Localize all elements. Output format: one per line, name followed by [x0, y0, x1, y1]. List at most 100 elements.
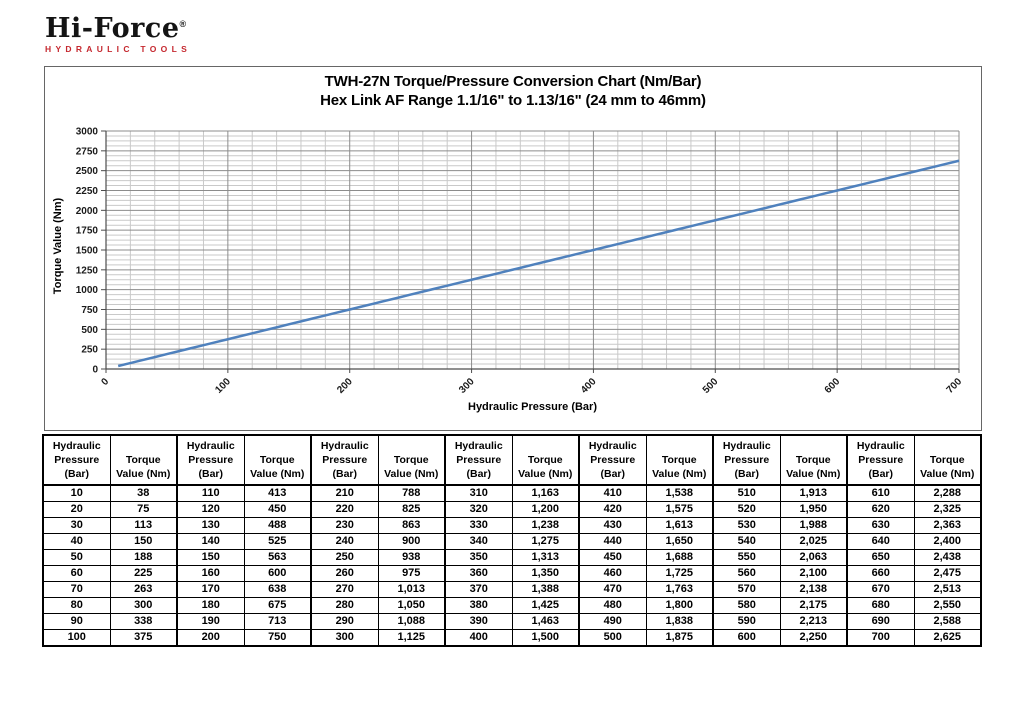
pressure-header-cell: Hydraulic Pressure (Bar) [42, 434, 111, 486]
table-row: 70 263 170 638 270 1,013 370 1,388 470 1,763 570 2,… [42, 581, 982, 598]
torque-cell: 1,425 [511, 597, 580, 614]
table-row: 60 225 160 600 260 975 360 1,350 460 1,725 560 2,10… [42, 565, 982, 582]
pressure-cell: 500 [578, 629, 647, 647]
pressure-cell: 220 [310, 501, 379, 518]
series-line [117, 159, 960, 368]
pressure-cell: 620 [846, 501, 915, 518]
major-gridlines [105, 130, 960, 370]
torque-header-cell: Torque Value (Nm) [511, 434, 580, 486]
x-axis-title: Hydraulic Pressure (Bar) [468, 401, 597, 413]
torque-cell: 1,463 [511, 613, 580, 630]
table-header: Hydraulic Pressure (Bar) Torque Value (Nm) Hy… [42, 434, 982, 486]
torque-cell: 2,325 [913, 501, 982, 518]
pressure-cell: 460 [578, 565, 647, 582]
pressure-cell: 130 [176, 517, 245, 534]
torque-cell: 2,625 [913, 629, 982, 647]
torque-header-cell: Torque Value (Nm) [913, 434, 982, 486]
torque-cell: 113 [109, 517, 178, 534]
pressure-cell: 50 [42, 549, 111, 566]
torque-cell: 450 [243, 501, 312, 518]
chart-panel: 0 100 200 300 400 500 600 700 0 250 500 750 1000 1250… [44, 66, 982, 431]
torque-cell: 750 [243, 629, 312, 647]
torque-cell: 525 [243, 533, 312, 550]
torque-header-cell: Torque Value (Nm) [779, 434, 848, 486]
svg-text:250: 250 [81, 345, 98, 356]
torque-cell: 2,550 [913, 597, 982, 614]
torque-cell: 2,250 [779, 629, 848, 647]
torque-cell: 2,100 [779, 565, 848, 582]
pressure-cell: 250 [310, 549, 379, 566]
chart-title: TWH-27N Torque/Pressure Conversion Chart… [324, 73, 702, 90]
torque-cell: 1,238 [511, 517, 580, 534]
torque-cell: 1,725 [645, 565, 714, 582]
conversion-table: Hydraulic Pressure (Bar) Torque Value (Nm) Hy… [42, 434, 982, 647]
torque-cell: 1,388 [511, 581, 580, 598]
torque-cell: 1,650 [645, 533, 714, 550]
pressure-header-cell: Hydraulic Pressure (Bar) [578, 434, 647, 486]
torque-cell: 338 [109, 613, 178, 630]
pressure-cell: 230 [310, 517, 379, 534]
torque-cell: 788 [377, 484, 446, 502]
torque-cell: 675 [243, 597, 312, 614]
svg-text:200: 200 [335, 376, 355, 396]
pressure-cell: 70 [42, 581, 111, 598]
pressure-cell: 40 [42, 533, 111, 550]
chart-title-block: TWH-27N Torque/Pressure Conversion Chart… [45, 72, 981, 110]
pressure-cell: 370 [444, 581, 513, 598]
table-row: 50 188 150 563 250 938 350 1,313 450 1,688 550 2,06… [42, 549, 982, 566]
table-row: 10 38 110 413 210 788 310 1,163 410 1,538 510 1,913… [42, 484, 982, 502]
pressure-cell: 350 [444, 549, 513, 566]
torque-cell: 1,275 [511, 533, 580, 550]
svg-text:2500: 2500 [76, 166, 99, 177]
pressure-cell: 550 [712, 549, 781, 566]
logo-tagline: HYDRAULIC TOOLS [45, 44, 192, 54]
torque-cell: 1,763 [645, 581, 714, 598]
pressure-cell: 530 [712, 517, 781, 534]
torque-cell: 1,088 [377, 613, 446, 630]
pressure-cell: 110 [176, 484, 245, 502]
torque-cell: 1,125 [377, 629, 446, 647]
header-row: Hydraulic Pressure (Bar) Torque Value (Nm) Hy… [42, 434, 982, 486]
pressure-cell: 390 [444, 613, 513, 630]
pressure-cell: 410 [578, 484, 647, 502]
torque-cell: 225 [109, 565, 178, 582]
torque-cell: 2,438 [913, 549, 982, 566]
pressure-header-cell: Hydraulic Pressure (Bar) [846, 434, 915, 486]
torque-cell: 1,350 [511, 565, 580, 582]
pressure-cell: 690 [846, 613, 915, 630]
pressure-cell: 280 [310, 597, 379, 614]
svg-text:100: 100 [213, 376, 233, 396]
torque-cell: 413 [243, 484, 312, 502]
torque-cell: 300 [109, 597, 178, 614]
torque-cell: 2,025 [779, 533, 848, 550]
torque-cell: 2,138 [779, 581, 848, 598]
pressure-cell: 610 [846, 484, 915, 502]
torque-cell: 1,538 [645, 484, 714, 502]
svg-text:0: 0 [92, 365, 98, 376]
svg-text:1750: 1750 [76, 226, 99, 237]
table-row: 80 300 180 675 280 1,050 380 1,425 480 1,800 580 2,… [42, 597, 982, 614]
torque-cell: 2,400 [913, 533, 982, 550]
svg-text:3000: 3000 [76, 127, 99, 138]
torque-cell: 2,363 [913, 517, 982, 534]
torque-cell: 1,913 [779, 484, 848, 502]
svg-text:750: 750 [81, 305, 98, 316]
pressure-cell: 560 [712, 565, 781, 582]
pressure-cell: 630 [846, 517, 915, 534]
pressure-cell: 590 [712, 613, 781, 630]
pressure-cell: 120 [176, 501, 245, 518]
table-row: 30 113 130 488 230 863 330 1,238 430 1,613 530 1,98… [42, 517, 982, 534]
pressure-cell: 310 [444, 484, 513, 502]
pressure-cell: 660 [846, 565, 915, 582]
pressure-cell: 380 [444, 597, 513, 614]
torque-cell: 713 [243, 613, 312, 630]
torque-cell: 150 [109, 533, 178, 550]
pressure-cell: 10 [42, 484, 111, 502]
pressure-cell: 430 [578, 517, 647, 534]
torque-cell: 1,800 [645, 597, 714, 614]
torque-cell: 188 [109, 549, 178, 566]
pressure-cell: 490 [578, 613, 647, 630]
pressure-cell: 200 [176, 629, 245, 647]
svg-text:500: 500 [81, 325, 98, 336]
pressure-cell: 290 [310, 613, 379, 630]
